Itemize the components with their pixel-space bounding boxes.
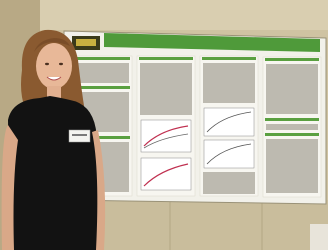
wall-upper xyxy=(40,0,328,30)
poster-plot xyxy=(141,120,191,152)
poster-text-block xyxy=(203,172,255,194)
poster-section-bar xyxy=(76,57,130,60)
poster-section-bar xyxy=(265,133,319,136)
poster-text-block xyxy=(266,124,318,130)
poster-section-bar xyxy=(265,58,319,61)
wall-lower xyxy=(100,200,328,250)
photo xyxy=(0,0,328,250)
poster-plot xyxy=(204,140,254,168)
poster-plot xyxy=(141,158,191,190)
poster-text-block xyxy=(266,64,318,114)
name-tag-text xyxy=(72,134,87,136)
poster-text-block xyxy=(266,139,318,193)
black-top xyxy=(8,96,100,250)
page: (() => { const data = JSON.parse(documen… xyxy=(0,0,328,250)
poster-plot xyxy=(204,108,254,136)
poster-section-bar xyxy=(202,57,256,60)
poster-text-block xyxy=(77,63,129,83)
eye xyxy=(59,63,63,65)
poster-section-bar xyxy=(265,118,319,121)
poster-section-bar xyxy=(139,57,193,60)
poster-text-block xyxy=(140,63,192,115)
poster-text-block xyxy=(203,63,255,103)
eye xyxy=(45,63,49,65)
face xyxy=(36,43,72,89)
poster-section-bar xyxy=(76,86,130,89)
chair xyxy=(310,224,328,250)
poster-logo-mark xyxy=(76,39,96,46)
